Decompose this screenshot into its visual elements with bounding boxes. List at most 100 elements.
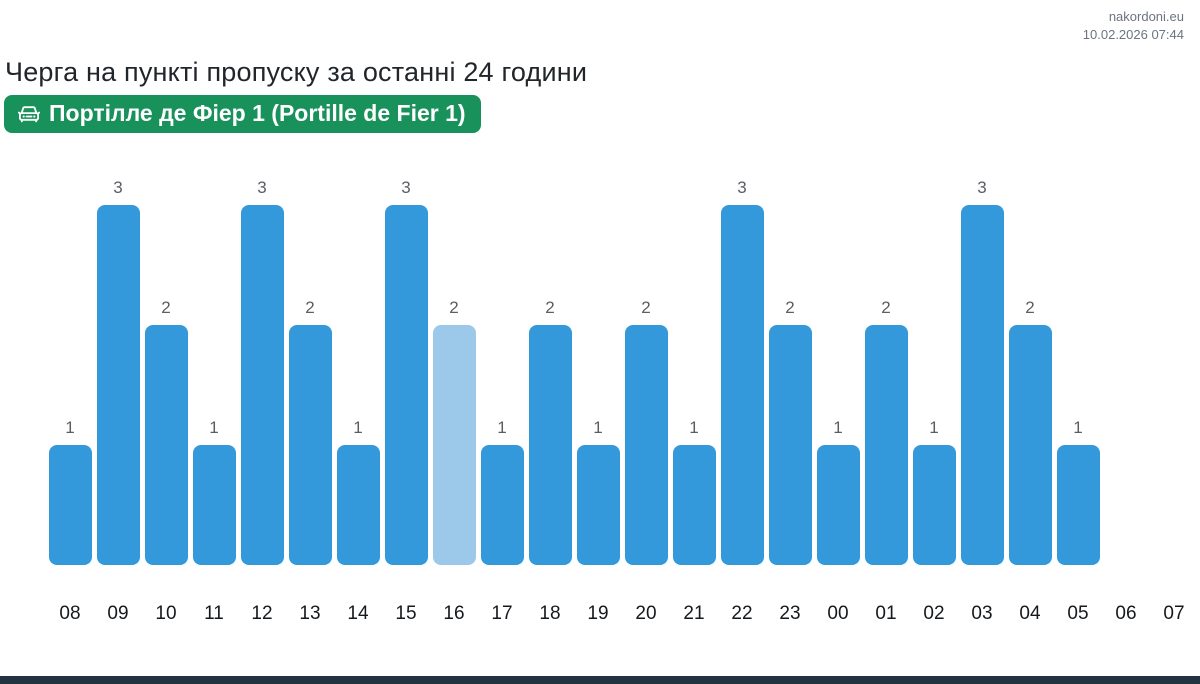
bar-value-label: 1 <box>1073 418 1083 437</box>
bar-slot-hour-14: 1 <box>334 165 382 565</box>
x-axis-label-16: 16 <box>443 603 465 624</box>
timestamp: 10.02.2026 07:44 <box>1082 26 1184 42</box>
bar-slot-hour-07 <box>1150 165 1198 565</box>
bar-value-label: 3 <box>401 178 411 197</box>
bar-slot-hour-22: 3 <box>718 165 766 565</box>
bar-slot-hour-00: 1 <box>814 165 862 565</box>
bar-value-label: 1 <box>833 418 843 437</box>
bar-slot-hour-12: 3 <box>238 165 286 565</box>
x-axis-label-14: 14 <box>347 603 369 624</box>
x-axis-label-11: 11 <box>204 603 224 624</box>
x-axis-label-17: 17 <box>491 603 513 624</box>
x-axis-label-13: 13 <box>299 603 321 624</box>
x-axis-label-04: 04 <box>1019 603 1041 624</box>
chart-bars: 1 3 2 1 3 2 1 3 2 1 2 1 2 1 3 2 1 2 1 3 2 1 <box>46 165 1198 565</box>
bar-value-label: 3 <box>113 178 123 197</box>
x-axis-label-09: 09 <box>107 603 129 624</box>
bar-slot-hour-20: 2 <box>622 165 670 565</box>
bar-hour-20 <box>624 325 668 565</box>
bar-value-label: 1 <box>353 418 363 437</box>
bar-hour-01 <box>864 325 908 565</box>
bar-value-label: 2 <box>1025 298 1035 317</box>
bar-value-label: 1 <box>689 418 699 437</box>
bar-slot-hour-09: 3 <box>94 165 142 565</box>
bar-value-label: 3 <box>257 178 267 197</box>
bar-slot-hour-08: 1 <box>46 165 94 565</box>
bar-slot-hour-18: 2 <box>526 165 574 565</box>
bar-value-label: 1 <box>65 418 75 437</box>
x-axis-label-05: 05 <box>1067 603 1089 624</box>
bar-value-label: 2 <box>449 298 459 317</box>
bar-hour-13 <box>288 325 332 565</box>
bar-hour-05 <box>1056 445 1100 565</box>
site-name: nakordoni.eu <box>1108 9 1184 24</box>
bar-value-label: 1 <box>209 418 219 437</box>
bar-slot-hour-05: 1 <box>1054 165 1102 565</box>
x-axis-label-15: 15 <box>395 603 417 624</box>
bar-value-label: 2 <box>545 298 555 317</box>
x-axis-label-10: 10 <box>155 603 177 624</box>
x-axis-label-23: 23 <box>779 603 801 624</box>
bar-slot-hour-11: 1 <box>190 165 238 565</box>
bar-slot-hour-17: 1 <box>478 165 526 565</box>
bar-hour-11 <box>192 445 236 565</box>
bar-slot-hour-10: 2 <box>142 165 190 565</box>
bar-value-label: 2 <box>305 298 315 317</box>
bar-hour-23 <box>768 325 812 565</box>
car-front-icon <box>16 101 42 127</box>
bar-value-label: 2 <box>785 298 795 317</box>
bar-value-label: 2 <box>881 298 891 317</box>
bar-hour-10 <box>144 325 188 565</box>
chart-x-axis: 08 09 10 11 12 13 14 15 16 17 18 19 20 21 22 23 00 01 02 03… <box>46 603 1198 625</box>
page-title: Черга на пункті пропуску за останні 24 г… <box>5 57 588 87</box>
bar-hour-15 <box>384 205 428 565</box>
x-axis-label-08: 08 <box>59 603 81 624</box>
bar-slot-hour-02: 1 <box>910 165 958 565</box>
x-axis-label-18: 18 <box>539 603 561 624</box>
bar-value-label: 2 <box>161 298 171 317</box>
bar-slot-hour-04: 2 <box>1006 165 1054 565</box>
bar-slot-hour-21: 1 <box>670 165 718 565</box>
bar-value-label: 1 <box>929 418 939 437</box>
bar-value-label: 1 <box>593 418 603 437</box>
x-axis-label-06: 06 <box>1115 603 1137 624</box>
bar-slot-hour-16: 2 <box>430 165 478 565</box>
checkpoint-name: Портілле де Фіер 1 (Portille de Fier 1) <box>49 100 466 126</box>
x-axis-label-01: 01 <box>875 603 897 624</box>
x-axis-label-07: 07 <box>1163 603 1185 624</box>
bar-hour-08 <box>48 445 92 565</box>
x-axis-label-03: 03 <box>971 603 993 624</box>
x-axis-label-20: 20 <box>635 603 657 624</box>
bar-hour-14 <box>336 445 380 565</box>
bar-hour-12 <box>240 205 284 565</box>
bar-hour-16 <box>432 325 476 565</box>
footer-bar <box>0 676 1200 684</box>
bar-slot-hour-15: 3 <box>382 165 430 565</box>
x-axis-label-00: 00 <box>827 603 849 624</box>
x-axis-label-22: 22 <box>731 603 753 624</box>
bar-hour-22 <box>720 205 764 565</box>
bar-hour-03 <box>960 205 1004 565</box>
bar-slot-hour-06 <box>1102 165 1150 565</box>
x-axis-label-02: 02 <box>923 603 945 624</box>
bar-value-label: 3 <box>977 178 987 197</box>
site-meta: nakordoni.eu 10.02.2026 07:44 <box>1083 8 1184 43</box>
x-axis-label-21: 21 <box>683 603 705 624</box>
x-axis-label-19: 19 <box>587 603 609 624</box>
bar-hour-18 <box>528 325 572 565</box>
x-axis-label-12: 12 <box>251 603 273 624</box>
bar-value-label: 2 <box>641 298 651 317</box>
bar-slot-hour-13: 2 <box>286 165 334 565</box>
bar-hour-04 <box>1008 325 1052 565</box>
checkpoint-badge[interactable]: Портілле де Фіер 1 (Portille de Fier 1) <box>4 95 481 133</box>
bar-hour-00 <box>816 445 860 565</box>
bar-value-label: 3 <box>737 178 747 197</box>
bar-slot-hour-03: 3 <box>958 165 1006 565</box>
bar-hour-02 <box>912 445 956 565</box>
bar-slot-hour-23: 2 <box>766 165 814 565</box>
bar-hour-21 <box>672 445 716 565</box>
bar-slot-hour-19: 1 <box>574 165 622 565</box>
bar-hour-17 <box>480 445 524 565</box>
bar-hour-09 <box>96 205 140 565</box>
